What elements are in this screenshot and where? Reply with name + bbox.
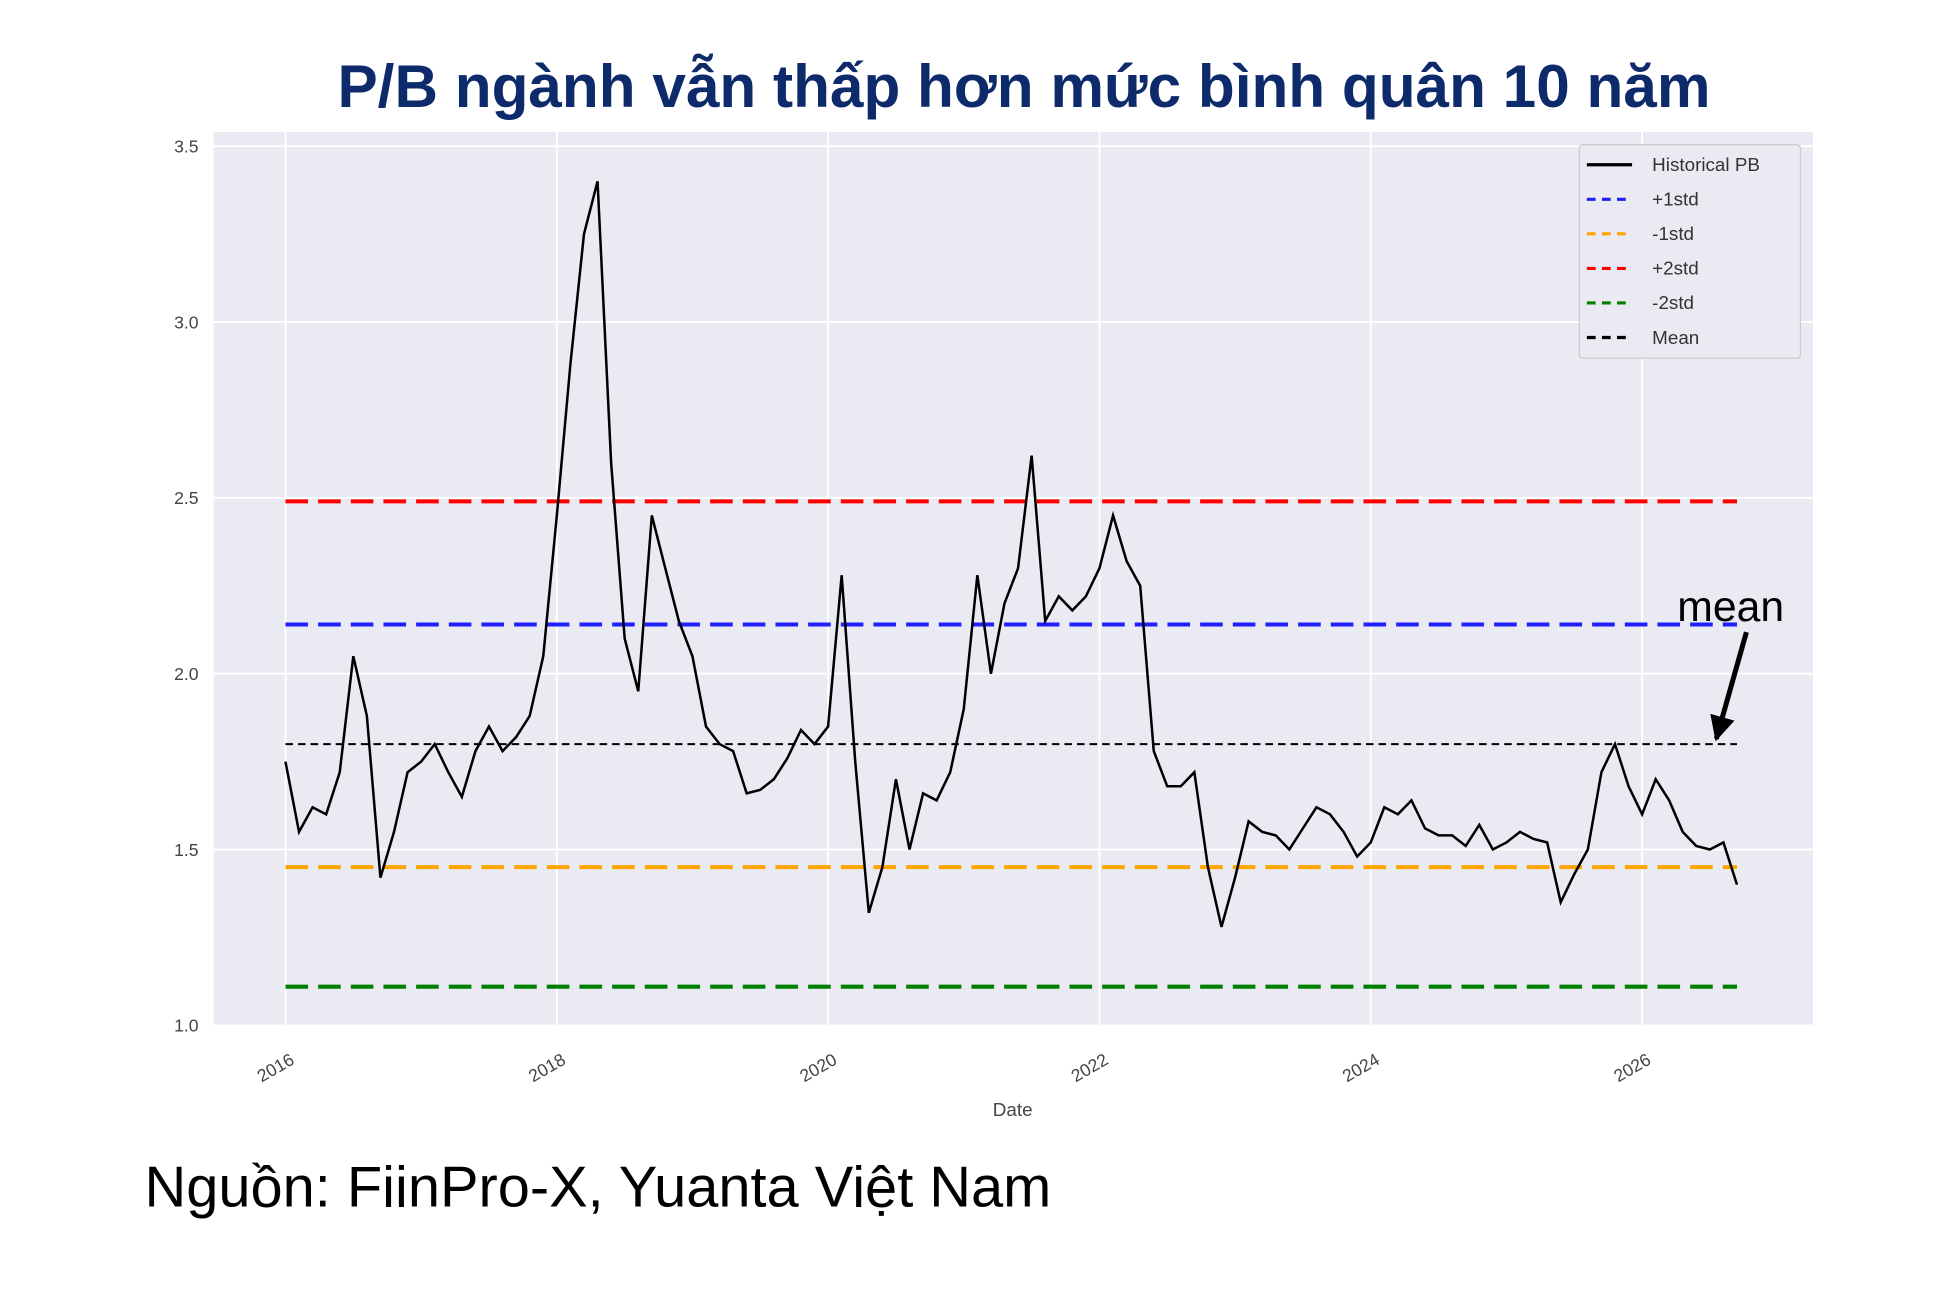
legend-box bbox=[1578, 144, 1802, 359]
chart-title: P/B ngành vẫn thấp hơn mức bình quân 10 … bbox=[337, 52, 1710, 120]
y-tick-label: 1.5 bbox=[174, 840, 199, 860]
x-tick-label: 2022 bbox=[1068, 1049, 1112, 1086]
source: Nguồn: FiinPro-X, Yuanta Việt Nam bbox=[144, 1155, 1051, 1219]
series-line bbox=[284, 181, 1739, 928]
x-tick-label: 2018 bbox=[525, 1049, 569, 1086]
legend-label: +1std bbox=[1652, 189, 1699, 210]
x-tick-label: 2016 bbox=[254, 1049, 298, 1086]
y-tick-label: 3.5 bbox=[174, 136, 199, 156]
legend-label: -2std bbox=[1652, 292, 1694, 313]
x-axis-label: Date bbox=[993, 1099, 1033, 1120]
legend-label: -1std bbox=[1652, 223, 1694, 244]
x-tick-label: 2024 bbox=[1339, 1049, 1383, 1086]
y-tick-label: 2.0 bbox=[174, 664, 199, 684]
x-tick-label: 2026 bbox=[1610, 1049, 1654, 1086]
legend-label: Historical PB bbox=[1652, 154, 1760, 175]
x-tick-label: 2020 bbox=[796, 1049, 840, 1086]
y-tick-label: 2.5 bbox=[174, 488, 199, 508]
legend-label: +2std bbox=[1652, 258, 1699, 279]
y-tick-label: 3.0 bbox=[174, 312, 199, 332]
annotation-arrow bbox=[1710, 631, 1749, 742]
y-tick-label: 1.0 bbox=[174, 1016, 199, 1036]
legend-label: Mean bbox=[1652, 327, 1699, 348]
annotation: mean bbox=[1677, 583, 1784, 631]
